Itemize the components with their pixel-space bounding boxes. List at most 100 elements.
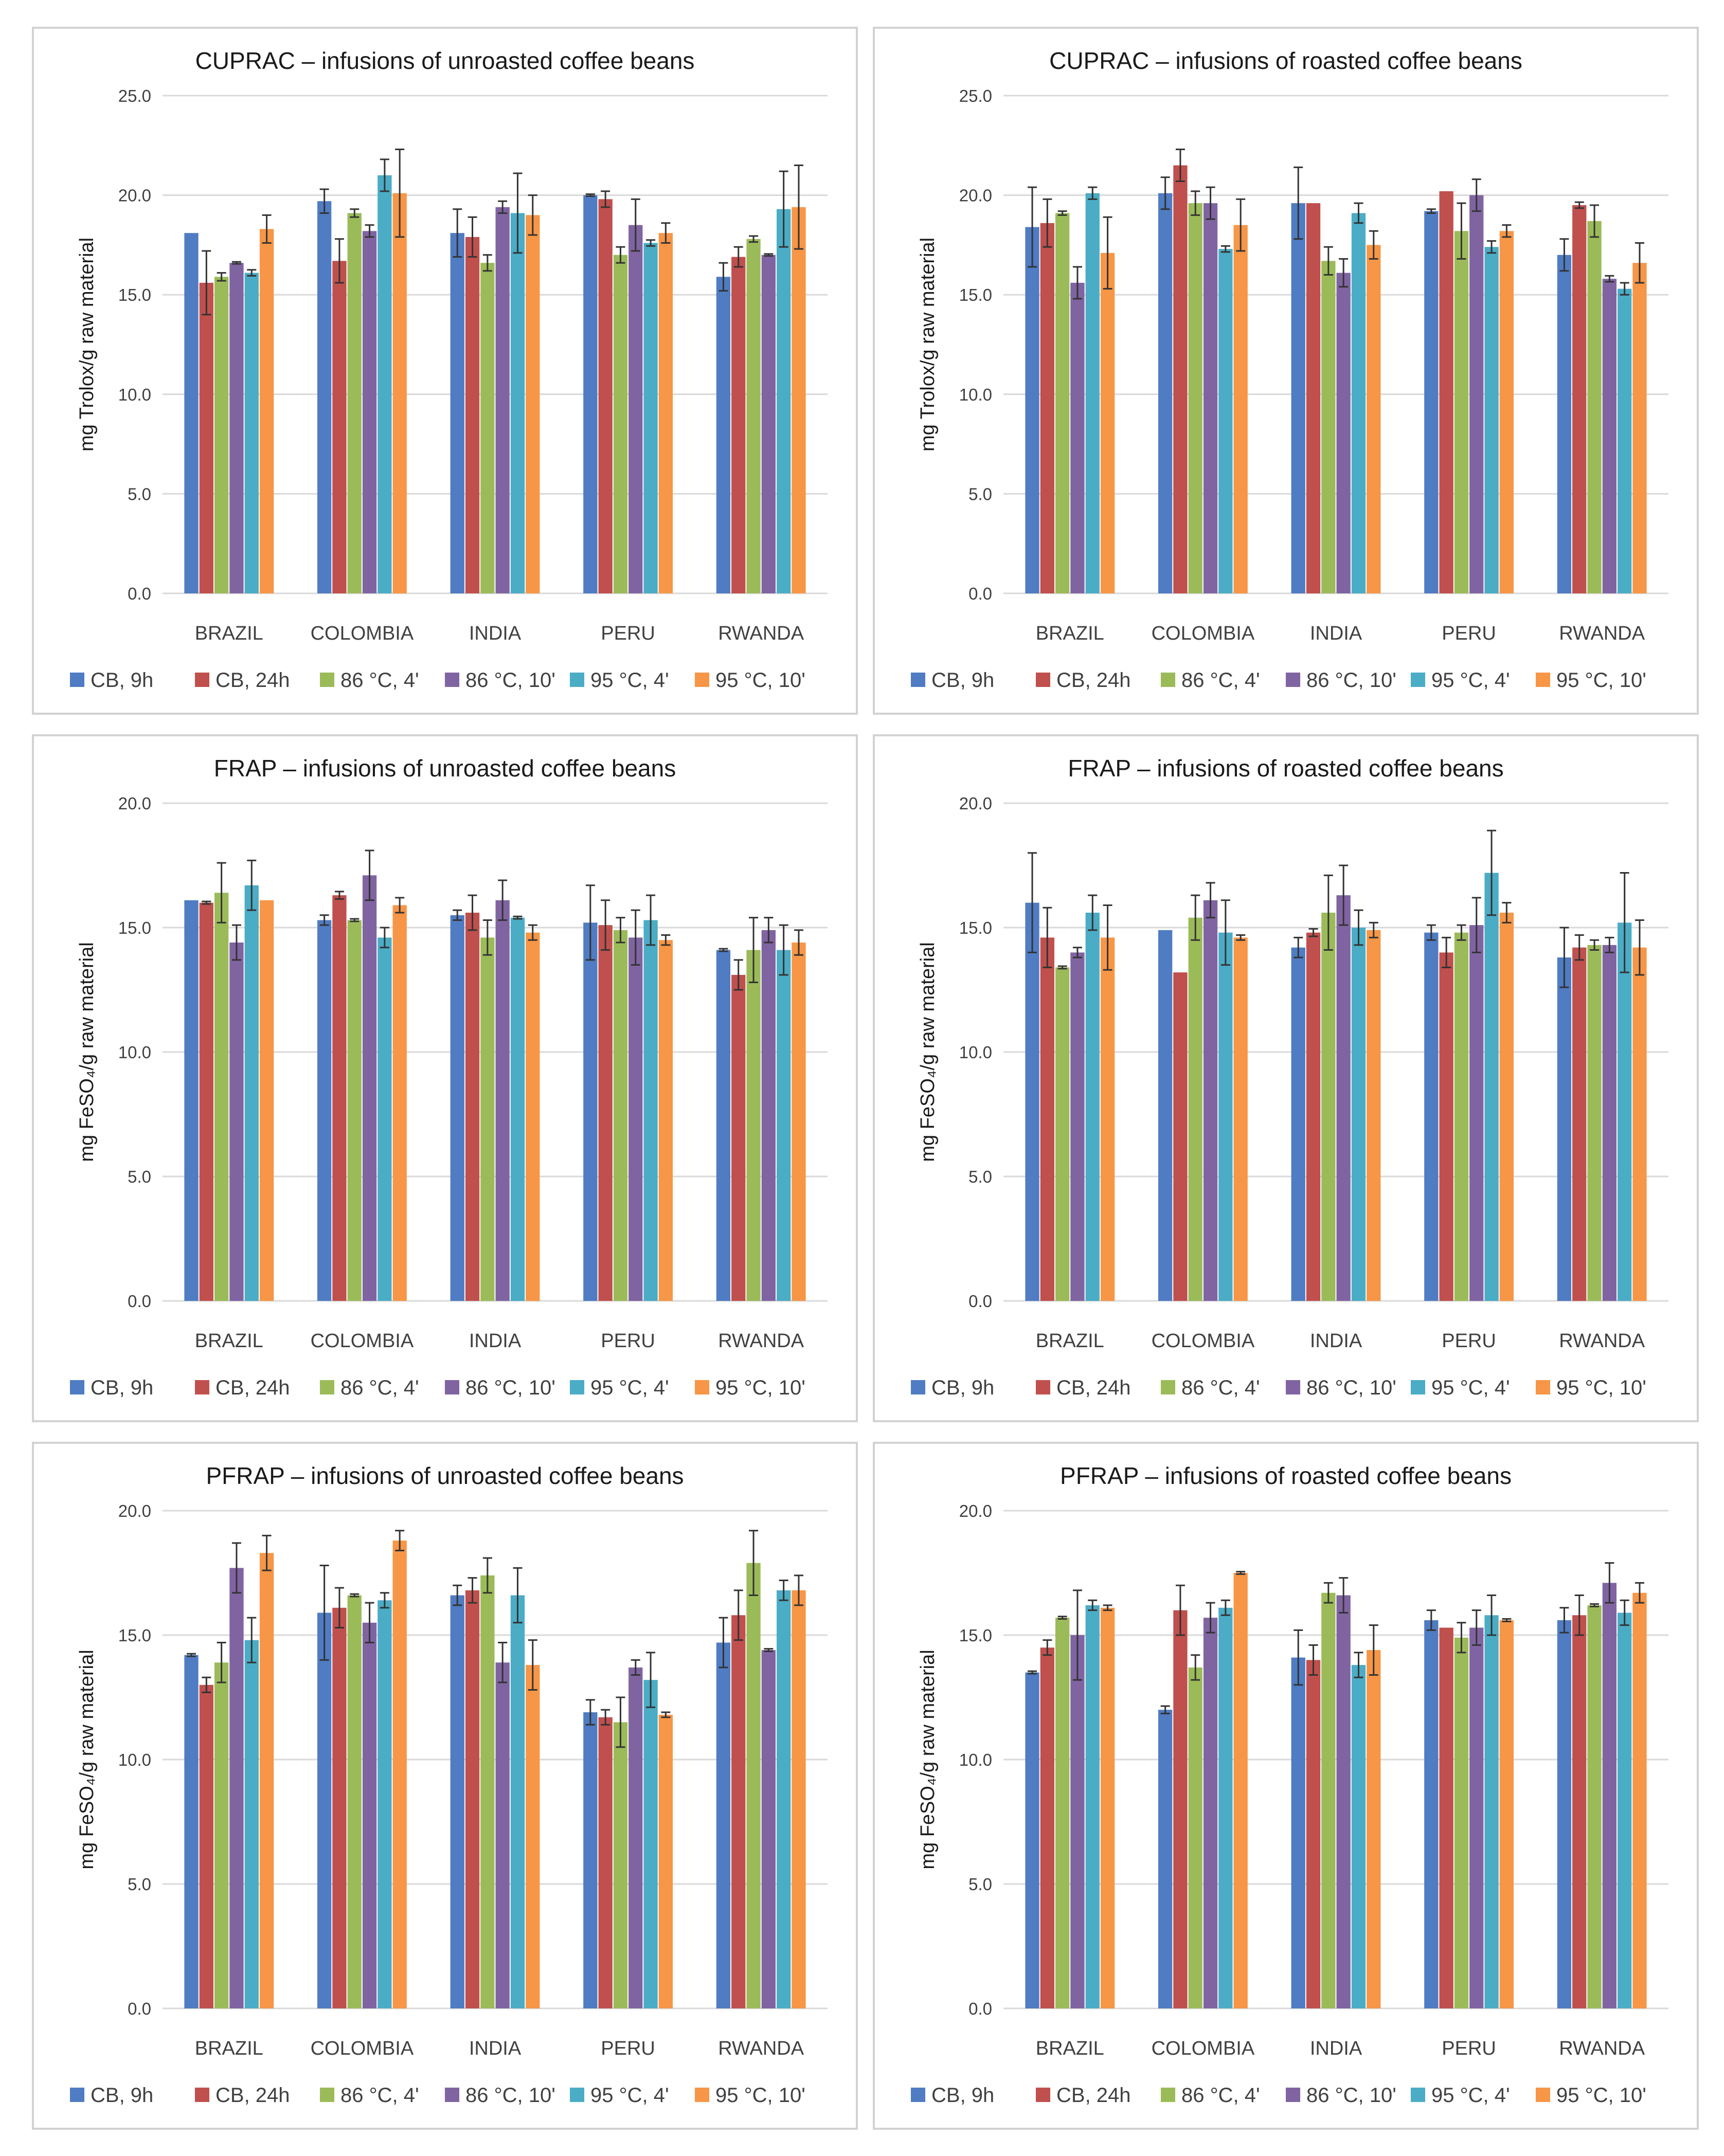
legend-swatch <box>1286 2088 1300 2102</box>
legend-swatch <box>445 1380 459 1394</box>
bar <box>229 943 244 1301</box>
chart-title: PFRAP – infusions of unroasted coffee be… <box>206 1462 684 1489</box>
legend-label: CB, 9h <box>91 669 153 692</box>
y-tick-label: 15.0 <box>959 1626 992 1645</box>
legend-label: CB, 24h <box>215 1376 290 1399</box>
bar <box>1085 912 1100 1301</box>
bar <box>378 937 392 1301</box>
bar <box>495 1662 510 2008</box>
legend-swatch <box>70 1380 84 1394</box>
y-tick-label: 5.0 <box>128 484 151 503</box>
legend-label: CB, 24h <box>215 669 290 692</box>
bar <box>598 199 613 593</box>
bar <box>777 1590 791 2008</box>
category-label: COLOMBIA <box>311 623 414 644</box>
bar <box>1306 203 1321 593</box>
legend-swatch <box>1411 2088 1425 2102</box>
bar <box>1454 231 1469 593</box>
bar <box>1321 912 1336 1301</box>
bar <box>465 1590 480 2008</box>
bar <box>378 1600 392 2008</box>
bar <box>1158 930 1173 1301</box>
category-label: RWANDA <box>1559 1330 1645 1352</box>
bar <box>1618 922 1632 1301</box>
bar <box>777 209 791 594</box>
bar <box>746 1563 761 2008</box>
bar <box>1572 205 1587 594</box>
legend-swatch <box>195 673 209 687</box>
bar <box>1367 930 1381 1301</box>
bar <box>480 263 495 593</box>
legend-swatch <box>320 2088 334 2102</box>
legend-swatch <box>1036 2088 1050 2102</box>
bar <box>1291 947 1305 1301</box>
bar <box>1587 1605 1602 2008</box>
bar <box>1173 972 1188 1301</box>
bar <box>746 950 761 1301</box>
bar <box>1351 213 1366 593</box>
legend-swatch <box>1536 2088 1550 2102</box>
legend-swatch <box>1161 1380 1175 1394</box>
bar <box>362 875 377 1301</box>
bar <box>392 1541 407 2008</box>
bar <box>526 932 540 1301</box>
legend-swatch <box>445 673 459 687</box>
y-tick-label: 20.0 <box>118 186 151 205</box>
legend-label: CB, 24h <box>1056 1376 1131 1399</box>
legend-label: 95 °C, 4' <box>590 669 669 692</box>
bar <box>214 893 229 1301</box>
legend-label: 95 °C, 10' <box>715 669 805 692</box>
category-label: COLOMBIA <box>1152 623 1255 644</box>
legend-label: 86 °C, 10' <box>1306 1376 1396 1399</box>
legend-swatch <box>70 673 84 687</box>
y-tick-label: 0.0 <box>968 584 992 603</box>
category-label: COLOMBIA <box>1152 2038 1255 2059</box>
y-tick-label: 20.0 <box>118 1501 151 1520</box>
category-label: RWANDA <box>1559 623 1645 644</box>
bar <box>792 943 806 1301</box>
bar <box>1469 925 1484 1301</box>
chart-svg: FRAP – infusions of roasted coffee beans… <box>911 755 1668 1399</box>
bar <box>1632 1592 1647 2008</box>
bar <box>1085 1605 1100 2008</box>
legend-swatch <box>1286 1380 1300 1394</box>
bar <box>362 1622 377 2008</box>
bar <box>761 255 776 593</box>
bar <box>1085 193 1100 593</box>
bar <box>1484 1615 1499 2008</box>
legend-swatch <box>320 673 334 687</box>
bar <box>510 917 525 1301</box>
bar <box>1439 1627 1453 2008</box>
bar <box>1218 1607 1233 2008</box>
bar <box>244 1640 259 2008</box>
category-label: COLOMBIA <box>311 1330 414 1352</box>
bar <box>628 937 643 1301</box>
bar <box>1557 957 1572 1301</box>
bar <box>583 922 598 1301</box>
legend-swatch <box>695 2088 709 2102</box>
category-label: COLOMBIA <box>1152 1330 1255 1352</box>
y-tick-label: 10.0 <box>118 1043 151 1062</box>
bar <box>1484 247 1499 594</box>
legend-label: CB, 9h <box>931 2084 994 2107</box>
y-tick-label: 15.0 <box>959 918 992 937</box>
y-tick-label: 0.0 <box>128 1999 151 2018</box>
bar <box>495 900 510 1301</box>
bar <box>1439 952 1453 1301</box>
bar <box>761 930 776 1301</box>
y-tick-label: 10.0 <box>118 1750 151 1769</box>
y-tick-label: 5.0 <box>128 1875 151 1894</box>
chart-panel-cuprac-unroasted: CUPRAC – infusions of unroasted coffee b… <box>32 27 858 715</box>
legend-swatch <box>911 1380 925 1394</box>
bar <box>1424 1620 1439 2008</box>
bar <box>1469 1627 1484 2008</box>
bar <box>1218 932 1233 1301</box>
bar <box>229 263 244 593</box>
bar <box>761 1650 776 2008</box>
bar <box>1055 213 1070 593</box>
bar <box>1469 195 1484 594</box>
legend-label: 86 °C, 4' <box>340 2084 419 2107</box>
legend-label: 86 °C, 4' <box>1181 669 1260 692</box>
y-tick-label: 5.0 <box>128 1167 151 1186</box>
bar <box>1100 937 1115 1301</box>
